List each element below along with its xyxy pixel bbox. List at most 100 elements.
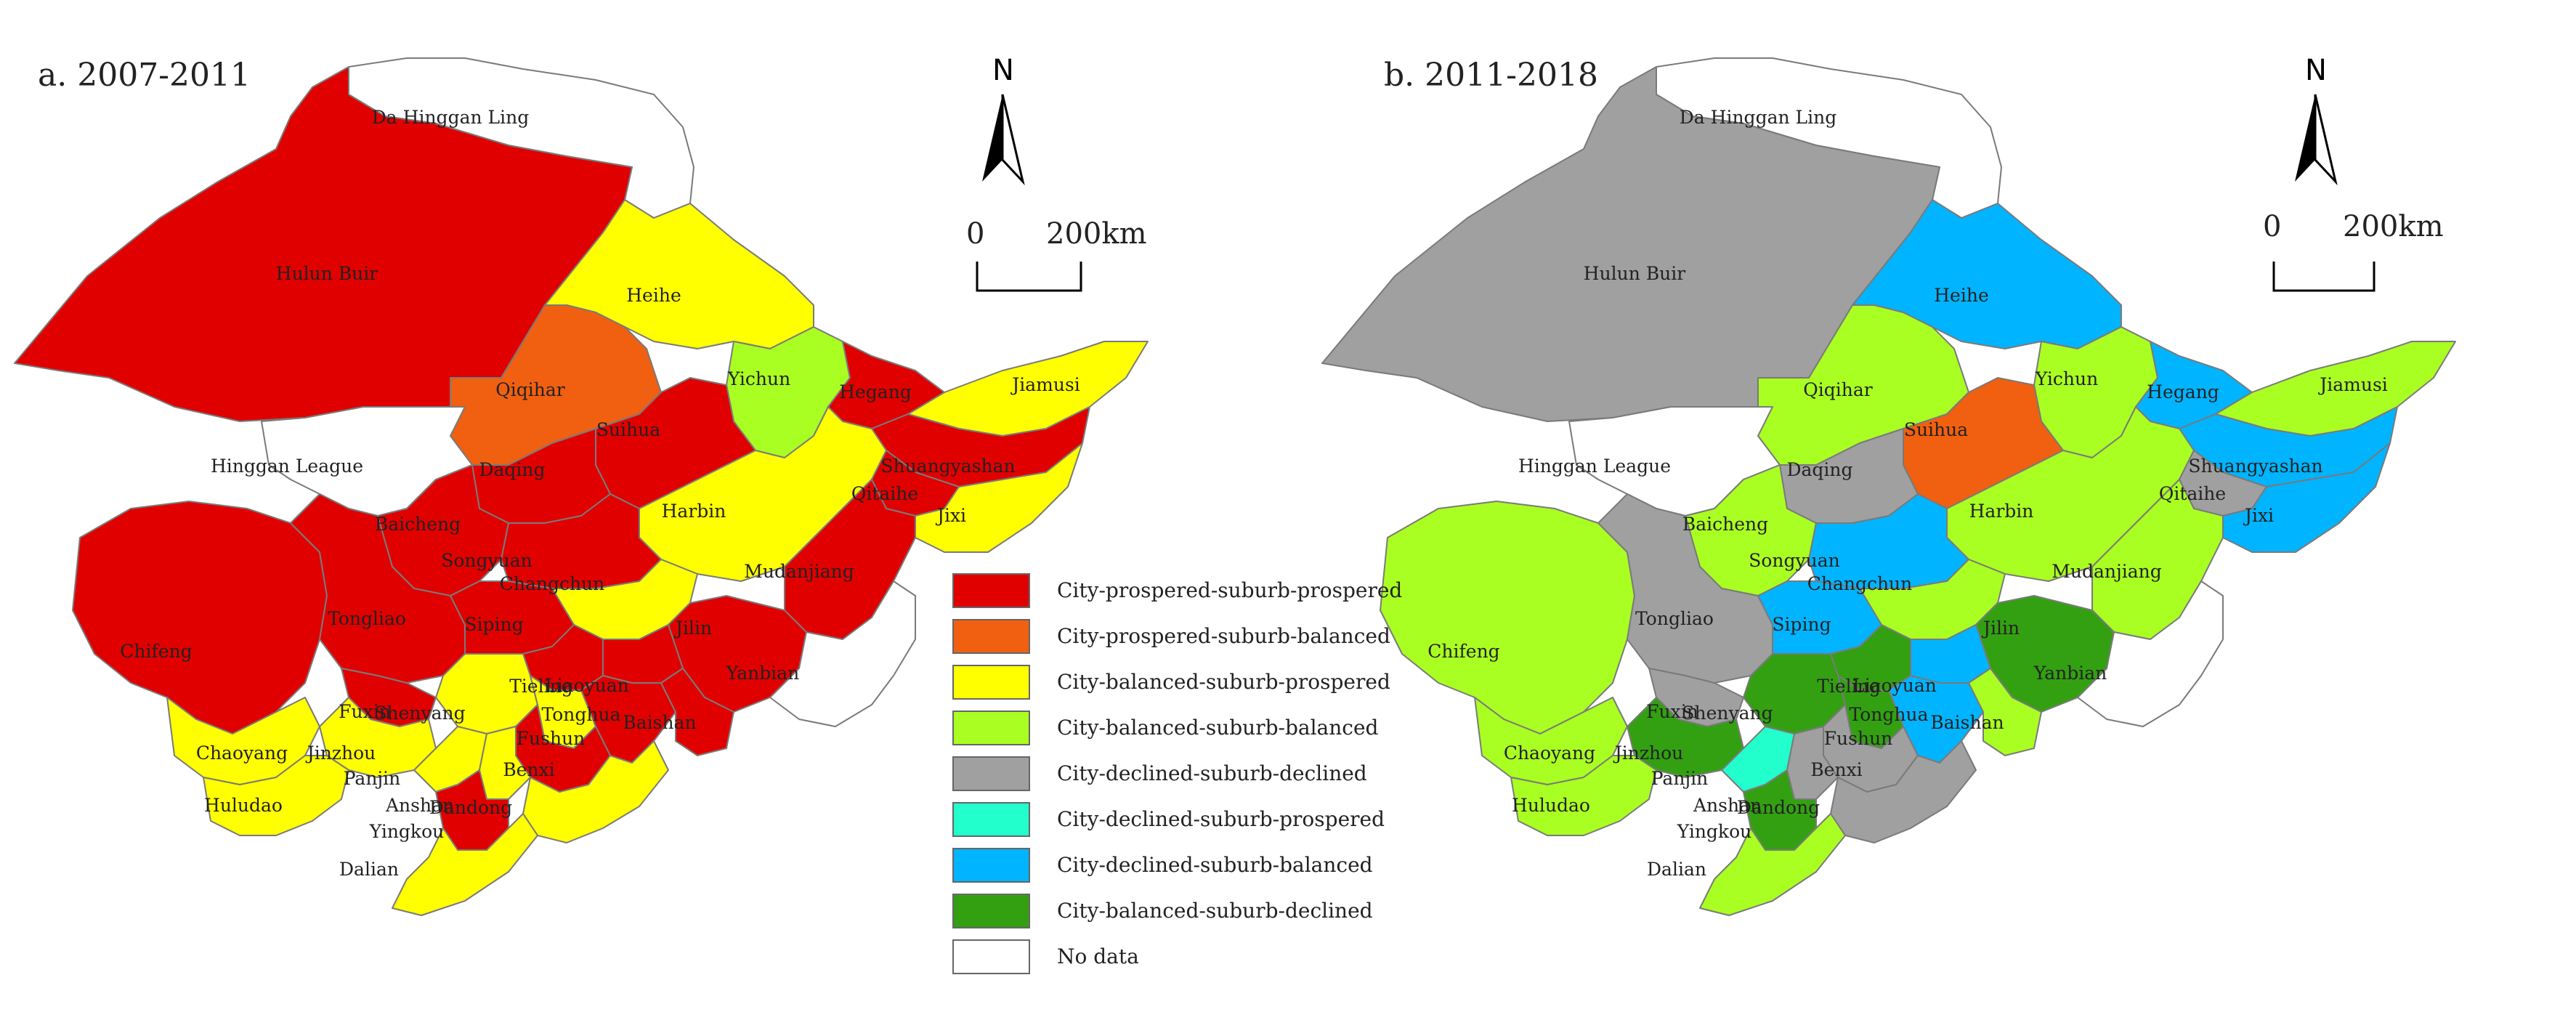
map-panel-a: Da Hinggan Ling Hulun Buir Heihe Qiqihar Yic… (14, 54, 1149, 916)
region-label-changchun: Changchun (500, 573, 605, 594)
legend-label: City-prospered-suburb-balanced (1057, 624, 1390, 648)
region-label-qitaihe: Qitaihe (851, 483, 918, 504)
region-label-jiamusi: Jiamusi (2317, 374, 2388, 395)
region-label-anshan: Anshan (1693, 795, 1762, 816)
region-label-mudanjiang: Mudanjiang (2052, 561, 2161, 582)
region-label-siping: Siping (1772, 614, 1831, 635)
region-label-yingkou: Yingkou (1677, 821, 1751, 842)
legend-swatch-city-prospered-suburb-prospered (952, 573, 1030, 608)
region-label-tonghua: Tonghua (542, 704, 621, 725)
region-baishan (1968, 668, 2042, 756)
map-legend: City-prospered-suburb-prospered City-pros… (952, 573, 1402, 974)
region-label-fushun: Fushun (1824, 728, 1893, 749)
region-label-jixi: Jixi (2243, 505, 2274, 526)
region-label-mudanjiang: Mudanjiang (744, 561, 854, 582)
region-chifeng (72, 501, 328, 734)
region-label-da-hinggan-ling: Da Hinggan Ling (1680, 107, 1836, 128)
scale-bar: 0 200km (2263, 210, 2444, 292)
region-label-chifeng: Chifeng (120, 641, 192, 662)
region-label-shenyang: Shenyang (1682, 703, 1773, 724)
scale-max-label: 200km (2343, 210, 2444, 243)
region-label-songyuan: Songyuan (1749, 550, 1840, 571)
north-arrow-icon: N (982, 54, 1025, 186)
region-label-hegang: Hegang (839, 381, 912, 402)
region-label-fuxin: Fuxin (339, 701, 391, 722)
legend-label: City-prospered-suburb-prospered (1057, 578, 1402, 602)
region-label-heihe: Heihe (626, 285, 681, 306)
north-label: N (992, 54, 1014, 87)
region-label-hinggan-league: Hinggan League (211, 456, 363, 477)
region-label-baishan: Baishan (623, 712, 696, 733)
region-label-dandong: Dandong (1737, 797, 1820, 818)
legend-label: City-declined-suburb-prospered (1057, 807, 1385, 831)
legend-label: City-balanced-suburb-prospered (1057, 670, 1390, 694)
region-label-hulun-buir: Hulun Buir (1584, 263, 1686, 284)
region-huludao (1510, 755, 1657, 836)
legend-swatch-city-balanced-suburb-prospered (952, 665, 1030, 700)
region-chaoyang (166, 697, 320, 785)
region-label-tieling: Tieling (509, 676, 573, 697)
region-label-liaoyuan: Liaoyuan (545, 675, 629, 696)
region-label-baicheng: Baicheng (1682, 514, 1768, 535)
region-label-songyuan: Songyuan (441, 550, 532, 571)
region-label-hulun-buir: Hulun Buir (276, 263, 378, 284)
legend-swatch-city-prospered-suburb-balanced (952, 619, 1030, 654)
legend-swatch-no-data (952, 939, 1030, 974)
region-label-qiqihar: Qiqihar (1803, 379, 1872, 400)
region-label-anshan: Anshan (385, 795, 454, 816)
region-label-harbin: Harbin (1969, 501, 2034, 522)
region-label-hinggan-league: Hinggan League (1518, 456, 1671, 477)
map-panel-b: Da Hinggan Ling Hulun Buir Heihe Qiqihar Yic… (1321, 54, 2456, 916)
legend-label: City-declined-suburb-declined (1057, 761, 1367, 785)
region-label-shuangyashan: Shuangyashan (2188, 456, 2322, 477)
region-label-baicheng: Baicheng (375, 514, 461, 535)
north-arrow-icon: N (2295, 54, 2338, 186)
legend-label: City-balanced-suburb-balanced (1057, 716, 1379, 740)
region-label-liaoyuan: Liaoyuan (1852, 675, 1937, 696)
region-label-dandong: Dandong (429, 797, 512, 818)
legend-label: City-declined-suburb-balanced (1057, 853, 1373, 877)
region-label-huludao: Huludao (204, 795, 283, 816)
legend-label: No data (1057, 944, 1139, 968)
scale-zero-label: 0 (966, 217, 984, 251)
region-label-chaoyang: Chaoyang (196, 742, 288, 764)
region-label-harbin: Harbin (662, 501, 726, 522)
region-label-yanbian: Yanbian (726, 663, 800, 684)
region-yanbian (769, 580, 916, 727)
scale-zero-label: 0 (2263, 210, 2281, 243)
region-label-siping: Siping (464, 614, 523, 635)
north-label: N (2305, 54, 2327, 87)
region-dalian (392, 813, 538, 916)
region-label-chaoyang: Chaoyang (1504, 742, 1595, 764)
region-label-jinzhou: Jinzhou (305, 742, 376, 764)
legend-swatch-city-declined-suburb-declined (952, 756, 1030, 791)
region-label-panjin: Panjin (344, 768, 401, 789)
region-label-jilin: Jilin (673, 618, 712, 639)
region-label-tieling: Tieling (1817, 676, 1881, 697)
region-label-benxi: Benxi (1810, 759, 1862, 780)
region-label-jiamusi: Jiamusi (1010, 374, 1080, 395)
region-label-daqing: Daqing (479, 459, 545, 480)
legend-label: City-balanced-suburb-declined (1057, 899, 1373, 923)
region-label-tongliao: Tongliao (328, 608, 406, 629)
region-label-dalian: Dalian (1647, 859, 1706, 880)
region-label-hegang: Hegang (2147, 381, 2219, 402)
region-label-jilin: Jilin (1981, 618, 2020, 639)
region-label-huludao: Huludao (1512, 795, 1590, 816)
region-label-chifeng: Chifeng (1427, 641, 1499, 662)
region-chaoyang (1474, 697, 1628, 785)
region-label-yanbian: Yanbian (2033, 663, 2107, 684)
region-baishan (660, 668, 734, 756)
panel-a-title: a. 2007-2011 (38, 57, 251, 94)
region-label-qiqihar: Qiqihar (495, 379, 564, 400)
region-harbin (1946, 406, 2195, 582)
region-label-daqing: Daqing (1786, 459, 1852, 480)
region-label-jixi: Jixi (935, 505, 966, 526)
panel-b-title: b. 2011-2018 (1384, 57, 1598, 94)
legend-swatch-city-declined-suburb-balanced (952, 848, 1030, 883)
region-label-qitaihe: Qitaihe (2159, 483, 2226, 504)
region-label-da-hinggan-ling: Da Hinggan Ling (372, 107, 529, 128)
region-label-suihua: Suihua (1904, 419, 1968, 440)
region-label-heihe: Heihe (1934, 285, 1989, 306)
